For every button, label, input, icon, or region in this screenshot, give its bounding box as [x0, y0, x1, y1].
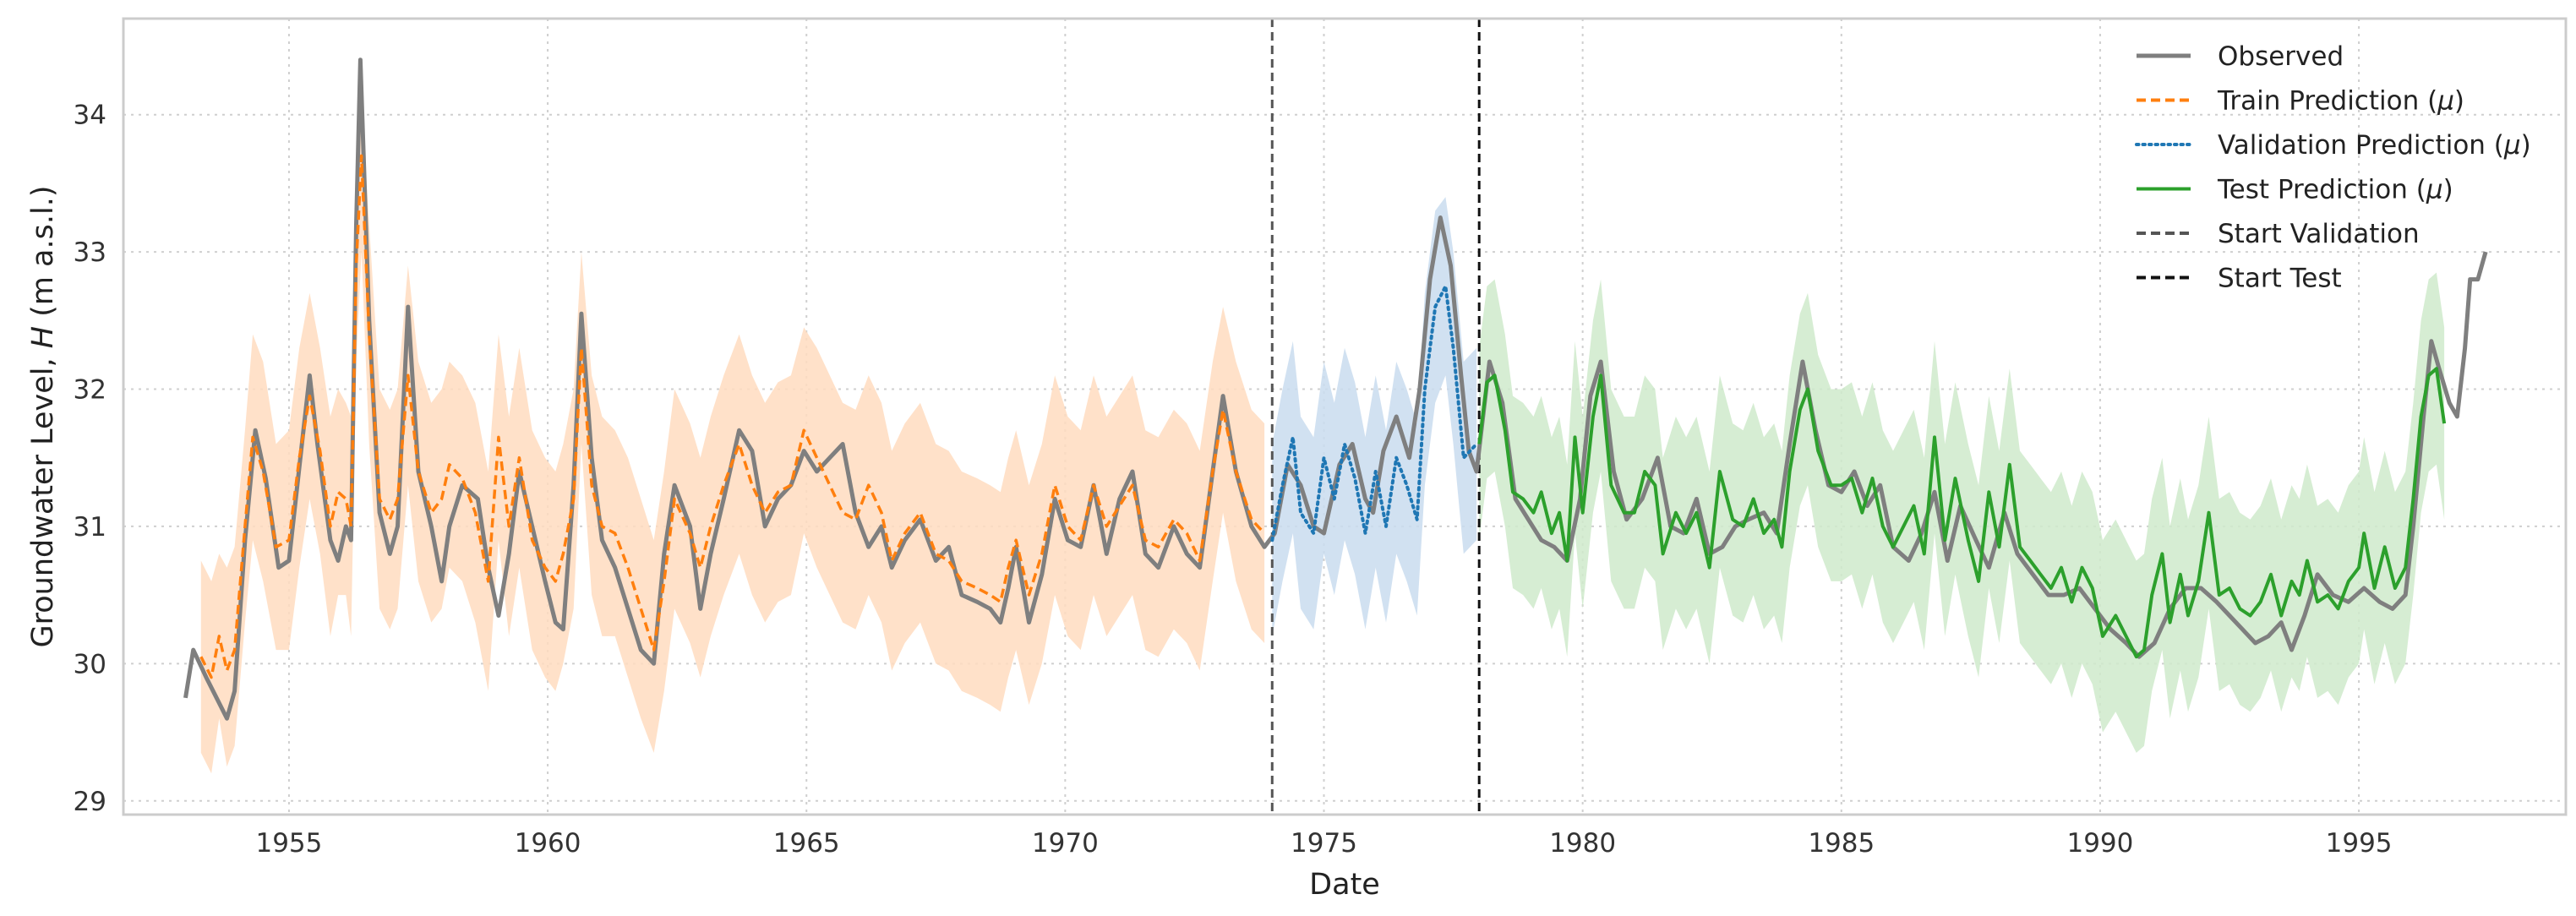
legend-label-train: Train Prediction (μ): [2217, 86, 2464, 117]
x-tick-label-1965: 1965: [773, 828, 840, 859]
tick-labels: 1955 1960 1965 1970 1975 1980 1985 1990 1995 29 30…: [74, 101, 2393, 859]
legend: Observed Train Prediction (μ) Validation P…: [2135, 41, 2531, 294]
x-tick-label-1995: 1995: [2326, 828, 2393, 859]
x-tick-label-1975: 1975: [1291, 828, 1357, 859]
train-band-area: [200, 101, 1265, 774]
y-tick-label-34: 34: [74, 101, 106, 131]
y-axis-label-part: (m a.s.l.): [26, 185, 60, 325]
y-tick-label-30: 30: [74, 649, 106, 679]
split-lines: [1270, 19, 1481, 815]
y-axis-label-part: Groundwater Level,: [26, 348, 60, 647]
legend-label-test: Test Prediction (μ): [2217, 175, 2453, 205]
x-axis-label: Date: [1309, 868, 1380, 902]
y-tick-label-32: 32: [74, 375, 106, 406]
x-tick-label-1990: 1990: [2066, 828, 2133, 859]
y-axis-label: Groundwater Level, H (m a.s.l.): [26, 185, 60, 647]
legend-label-start-validation: Start Validation: [2218, 219, 2420, 249]
x-tick-label-1960: 1960: [515, 828, 581, 859]
train-series-line: [199, 154, 1266, 679]
x-tick-label-1955: 1955: [255, 828, 322, 859]
y-tick-label-31: 31: [74, 512, 106, 543]
y-axis-label-part: H: [26, 326, 60, 348]
plot-frame: [122, 17, 2568, 816]
x-tick-label-1980: 1980: [1549, 828, 1616, 859]
legend-label-observed: Observed: [2218, 41, 2344, 72]
test-series-line: [1477, 367, 2447, 659]
y-tick-label-29: 29: [74, 787, 106, 817]
legend-label-start-test: Start Test: [2218, 264, 2342, 294]
validation-series-line: [1270, 284, 1479, 543]
x-tick-label-1985: 1985: [1808, 828, 1875, 859]
y-tick-label-33: 33: [74, 237, 106, 268]
x-tick-label-1970: 1970: [1032, 828, 1099, 859]
series-lines: [183, 57, 2488, 721]
legend-label-validation: Validation Prediction (μ): [2218, 130, 2531, 161]
